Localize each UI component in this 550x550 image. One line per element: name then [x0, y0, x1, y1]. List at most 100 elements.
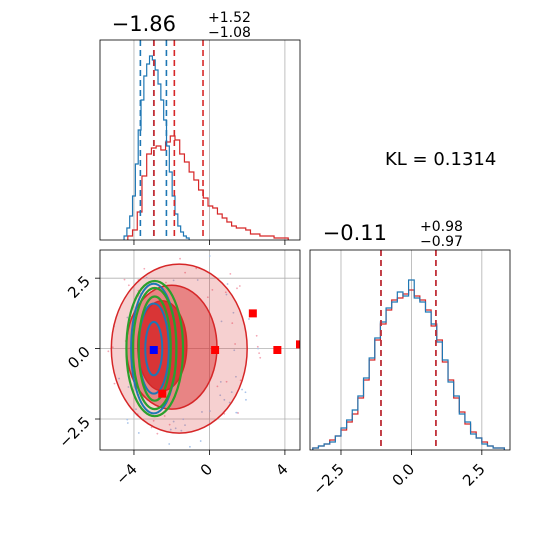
scatter-point: [232, 311, 235, 314]
scatter-point: [226, 283, 229, 285]
scatter-point: [143, 267, 146, 270]
x-tick-label: 4: [272, 460, 291, 479]
scatter-point: [135, 408, 137, 411]
scatter-point: [255, 334, 258, 337]
scatter-point: [118, 377, 120, 380]
scatter-point: [208, 255, 211, 257]
scatter-point: [164, 281, 167, 284]
x-tick-label: 0.0: [389, 460, 419, 490]
scatter-point: [196, 279, 199, 281]
scatter-point: [184, 271, 187, 274]
scatter-point: [235, 411, 238, 414]
hist-series-blue: [312, 279, 505, 450]
scatter-point: [169, 428, 172, 431]
scatter-point: [123, 278, 126, 281]
scatter-point: [245, 398, 247, 401]
top-left-histogram-panel: [99, 39, 301, 245]
y-tick-label: 0.0: [64, 343, 94, 373]
scatter-point: [237, 412, 240, 414]
top-hist-title-sup: +1.52: [208, 10, 251, 26]
scatter-point: [150, 426, 153, 429]
scatter-point: [163, 415, 166, 417]
scatter-point: [126, 418, 129, 421]
scatter-point: [206, 296, 209, 299]
top-hist-title-sub: −1.08: [208, 25, 251, 41]
right-hist-title-sub: −0.97: [420, 234, 463, 250]
scatter-point: [256, 345, 259, 348]
scatter-point: [211, 288, 214, 291]
scatter-point: [201, 411, 203, 413]
right-hist-title-sup: +0.98: [420, 219, 463, 235]
scatter-point: [182, 418, 185, 421]
top-hist-title-main: −1.86: [112, 12, 176, 36]
bottom-left-contour-panel: −4 0 4 2.5 0.0 −2.5: [55, 249, 301, 488]
scatter-point: [234, 343, 237, 345]
green-ellipse: [125, 279, 185, 418]
x-tick-label: −2.5: [309, 460, 347, 498]
scatter-point: [137, 432, 140, 434]
x-tick-label: −4: [112, 460, 140, 488]
scatter-point: [231, 322, 234, 325]
scatter-point: [126, 422, 129, 424]
scatter-point: [127, 284, 130, 287]
red-square-marker: [248, 309, 257, 318]
scatter-point: [225, 293, 228, 296]
scatter-point: [223, 398, 226, 401]
scatter-point: [230, 391, 233, 394]
hist-series-blue: [123, 55, 190, 240]
right-hist-title-main: −0.11: [323, 221, 387, 245]
scatter-point: [180, 429, 183, 432]
y-tick-label: −2.5: [55, 413, 93, 451]
scatter-point: [216, 385, 219, 388]
scatter-point: [199, 440, 202, 442]
red-square-marker: [273, 346, 282, 354]
x-tick-label: 0: [197, 460, 216, 479]
scatter-point: [259, 356, 262, 359]
green-ellipse: [137, 295, 172, 402]
x-tick-label: 2.5: [459, 460, 489, 490]
red-square-marker: [296, 340, 300, 349]
scatter-point: [224, 291, 227, 294]
scatter-point: [219, 380, 222, 383]
scatter-point: [107, 350, 110, 353]
scatter-point: [179, 257, 181, 260]
scatter-point: [228, 401, 231, 404]
plot-area: [100, 250, 300, 450]
scatter-point: [235, 375, 237, 378]
scatter-point: [248, 318, 250, 320]
hist-series-red: [312, 289, 505, 450]
scatter-point: [225, 380, 228, 383]
scatter-point: [156, 432, 159, 435]
scatter-point: [257, 347, 259, 350]
scatter-point: [172, 279, 175, 282]
hist-series-red: [127, 135, 289, 240]
scatter-point: [233, 349, 236, 352]
scatter-point: [229, 272, 232, 275]
kl-divergence-label: KL = 0.1314: [385, 149, 496, 170]
scatter-point: [174, 427, 177, 430]
scatter-point: [241, 388, 243, 391]
scatter-point: [127, 386, 130, 388]
scatter-point: [244, 391, 247, 394]
axes-frame: [309, 249, 511, 451]
blue-square-marker: [149, 346, 158, 354]
scatter-point: [208, 410, 211, 412]
scatter-point: [238, 285, 241, 287]
scatter-point: [239, 379, 242, 382]
plot-area: [312, 250, 505, 450]
scatter-point: [113, 382, 116, 385]
scatter-point: [195, 267, 198, 270]
scatter-point: [126, 316, 129, 319]
scatter-point: [152, 419, 155, 422]
red-square-marker: [211, 346, 220, 354]
scatter-point: [184, 424, 186, 427]
plot-area: [123, 40, 289, 240]
red-square-marker: [158, 389, 167, 398]
scatter-point: [220, 320, 223, 323]
scatter-point: [258, 352, 261, 355]
green-ellipse: [131, 286, 178, 411]
scatter-point: [236, 287, 238, 290]
scatter-point: [168, 443, 171, 445]
scatter-point: [219, 394, 222, 397]
